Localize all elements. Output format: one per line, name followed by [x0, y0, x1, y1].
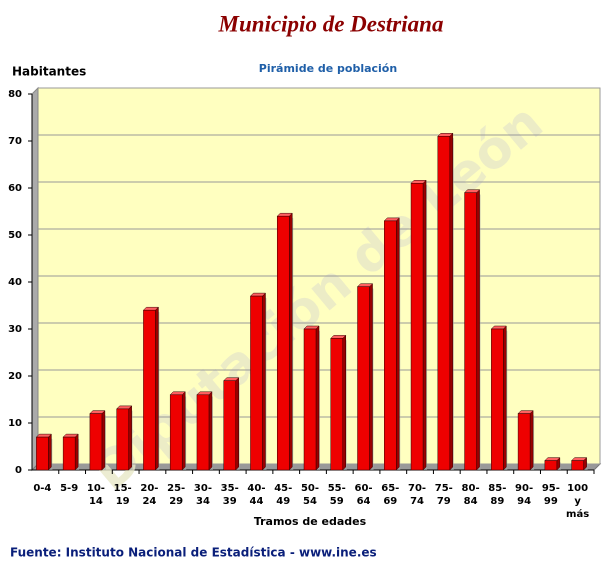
bar-side: [48, 433, 52, 471]
bar: [330, 338, 344, 471]
x-tick-label: 0-4: [33, 483, 51, 494]
x-tick-label: 5-9: [60, 483, 78, 494]
chart-title: Municipio de Destriana: [218, 11, 444, 36]
bar-top: [116, 405, 133, 410]
bar-top: [169, 391, 186, 396]
x-tick-label: 70-74: [408, 483, 426, 507]
bar-side: [128, 405, 132, 471]
bar-top: [490, 325, 507, 330]
y-tick-label: 20: [8, 371, 22, 382]
x-tick-label: 35-39: [221, 483, 239, 507]
bar: [276, 215, 290, 471]
y-tick-label: 50: [8, 230, 22, 241]
bar-side: [476, 189, 480, 471]
bar-side: [449, 132, 454, 471]
y-tick-label: 60: [8, 183, 22, 194]
bar-side: [288, 212, 293, 471]
bar-top: [223, 377, 240, 381]
bar-side: [369, 283, 373, 471]
bar: [571, 460, 584, 471]
bar-top: [196, 391, 213, 396]
bar-top: [356, 283, 374, 287]
bar-side: [503, 325, 507, 471]
x-tick-label: 10-14: [87, 483, 105, 507]
bar-top: [410, 180, 427, 184]
x-tick-label: 20-24: [140, 483, 158, 507]
y-tick-label: 80: [8, 89, 22, 100]
y-tick-label: 0: [15, 465, 22, 476]
bar-side: [315, 325, 320, 471]
bar: [143, 309, 156, 471]
bar-side: [74, 433, 79, 471]
bar: [89, 413, 103, 471]
bar: [303, 328, 317, 471]
bar-top: [303, 325, 320, 330]
x-tick-label: 25-29: [167, 483, 185, 507]
bar-top: [437, 133, 454, 137]
bar-top: [330, 335, 347, 339]
bar-side: [208, 391, 213, 471]
bar: [410, 183, 424, 471]
bar: [491, 328, 504, 471]
y-tick-label: 10: [8, 418, 22, 429]
x-tick-label: 90-94: [515, 483, 533, 507]
bar-side: [262, 292, 266, 471]
x-tick-label: 60-64: [354, 483, 372, 507]
bar-top: [276, 212, 293, 217]
side-wall: [31, 86, 39, 472]
x-tick-label: 50-54: [301, 483, 319, 507]
x-tick-label: 95-99: [542, 483, 560, 507]
bar: [116, 408, 129, 471]
bar-side: [155, 306, 159, 471]
bar-side: [529, 409, 534, 471]
x-tick-label: 45-49: [274, 483, 292, 507]
bar-top: [383, 217, 400, 222]
y-tick-label: 40: [8, 277, 22, 288]
bar: [544, 460, 558, 471]
x-tick-label: 15-19: [114, 483, 132, 507]
bar-top: [62, 433, 79, 438]
x-tick-label: 65-69: [381, 483, 399, 507]
bar-side: [235, 377, 239, 471]
x-tick-label: 75-79: [435, 483, 453, 507]
bar-top: [249, 292, 267, 297]
bar-top: [517, 410, 534, 414]
source: Fuente: Instituto Nacional de Estadístic…: [10, 546, 377, 560]
bar-side: [342, 334, 347, 471]
bar: [437, 136, 451, 471]
bar: [250, 295, 263, 471]
x-tick-label: 40-44: [247, 483, 265, 507]
bar: [384, 220, 397, 471]
bar: [36, 436, 49, 471]
bar-side: [422, 179, 427, 471]
bar-top: [142, 306, 160, 311]
bar-top: [463, 189, 481, 193]
bar-side: [396, 217, 400, 471]
x-tick-label: 100 y más: [566, 483, 589, 520]
bar-side: [181, 391, 186, 471]
x-tick-label: 30-34: [194, 483, 212, 507]
bar: [169, 394, 183, 471]
bar: [464, 192, 477, 471]
x-axis-label: Tramos de edades: [254, 515, 367, 528]
x-tick-label: 85-89: [488, 483, 506, 507]
x-tick-label: 55-59: [328, 483, 346, 507]
y-axis-label: Habitantes: [12, 65, 86, 79]
bar-side: [101, 409, 106, 471]
bar: [62, 436, 76, 471]
y-tick-label: 70: [8, 136, 22, 147]
bar-top: [89, 410, 106, 414]
bar: [196, 394, 210, 471]
bar: [357, 286, 370, 471]
chart-subtitle: Pirámide de población: [259, 62, 397, 75]
x-tick-label: 80-84: [462, 483, 480, 507]
bar: [517, 413, 531, 471]
y-tick-label: 30: [8, 324, 22, 335]
bar-top: [35, 433, 52, 438]
bar-top: [544, 457, 561, 461]
bar-top: [571, 457, 588, 461]
bar: [223, 380, 236, 471]
